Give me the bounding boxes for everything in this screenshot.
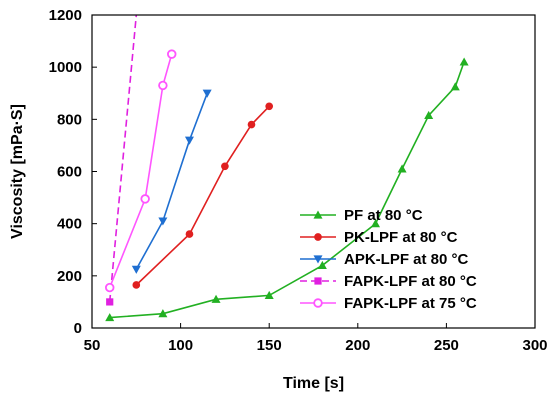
series-line [135, 93, 208, 270]
y-tick-label: 1000 [49, 59, 82, 76]
series-4 [104, 49, 177, 293]
y-tick-label: 1200 [49, 7, 82, 24]
legend-entry: APK-LPF at 80 °C [300, 251, 469, 268]
legend-label: FAPK-LPF at 75 °C [344, 295, 477, 312]
data-point [397, 164, 407, 173]
series-line [108, 53, 173, 288]
legend-label: APK-LPF at 80 °C [344, 251, 469, 268]
data-point [132, 281, 141, 289]
legend-swatch-marker [314, 233, 322, 241]
data-point [184, 136, 194, 145]
data-point [131, 265, 141, 274]
data-point [167, 49, 177, 59]
data-point [185, 230, 194, 238]
y-tick-label: 200 [57, 268, 82, 285]
series-0 [105, 57, 469, 322]
legend-entry: FAPK-LPF at 75 °C [300, 295, 477, 312]
x-tick-label: 50 [84, 337, 101, 354]
legend-label: PK-LPF at 80 °C [344, 229, 458, 246]
series-line [109, 61, 465, 319]
data-point [158, 309, 168, 318]
data-point [424, 110, 434, 120]
series-line [108, 15, 138, 302]
x-tick-label: 200 [345, 337, 370, 354]
data-point [265, 102, 274, 111]
series-2 [131, 89, 212, 274]
y-tick-label: 600 [57, 164, 82, 181]
data-point [247, 120, 256, 129]
data-point [264, 290, 274, 299]
axes: 50 100 150 200 250 300 0 200 400 600 800 1000 1200 [49, 7, 548, 354]
legend-swatch-marker [313, 298, 323, 308]
series-1 [132, 102, 274, 289]
data-point [158, 217, 168, 226]
legend-swatch-marker [314, 277, 322, 285]
legend-entry: FAPK-LPF at 80 °C [300, 273, 477, 290]
y-tick-label: 0 [74, 320, 82, 337]
x-tick-label: 100 [168, 337, 193, 354]
data-point [450, 82, 460, 91]
data-point [221, 162, 229, 171]
data-point [105, 313, 115, 322]
series-3 [106, 15, 138, 306]
y-tick-label: 400 [57, 216, 82, 233]
y-axis-title: Viscosity [mPa·S] [9, 104, 26, 239]
data-point [459, 57, 469, 66]
data-point [371, 219, 381, 228]
data-point [317, 260, 327, 269]
legend-swatch-marker [313, 255, 323, 264]
data-point [106, 298, 114, 306]
x-axis-title: Time [s] [283, 375, 344, 392]
data-point [211, 294, 221, 303]
y-tick-label: 800 [57, 111, 82, 128]
data-point [104, 282, 115, 293]
x-tick-label: 150 [257, 337, 282, 354]
data-point [140, 194, 150, 204]
legend-entry: PF at 80 °C [300, 207, 423, 224]
legend: PF at 80 °C PK-LPF at 80 °C APK-LPF at 80 … [300, 207, 477, 312]
plot-marks [104, 15, 469, 322]
legend-label: PF at 80 °C [344, 207, 423, 224]
legend-swatch-marker [313, 210, 323, 219]
x-tick-label: 250 [434, 337, 459, 354]
legend-label: FAPK-LPF at 80 °C [344, 273, 477, 290]
data-point [202, 89, 212, 98]
data-point [158, 80, 168, 91]
x-tick-label: 300 [522, 337, 547, 354]
legend-entry: PK-LPF at 80 °C [300, 229, 458, 246]
